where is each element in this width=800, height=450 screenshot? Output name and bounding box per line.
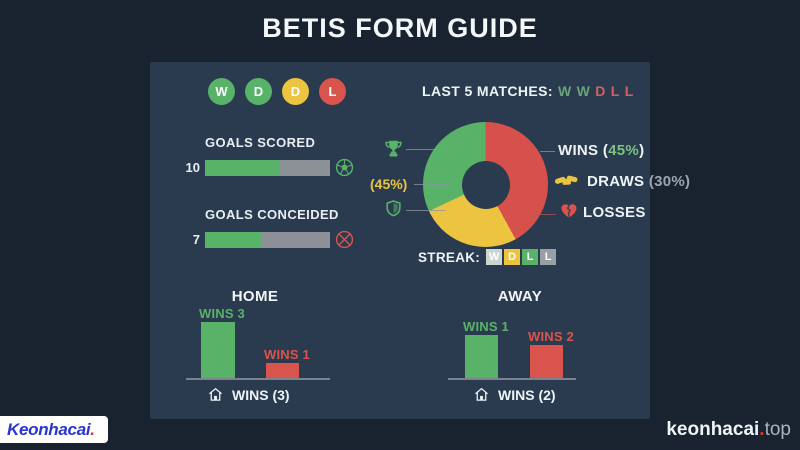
- legend-draws-label: DRAWS: [587, 173, 645, 190]
- form-badge: D: [245, 78, 272, 105]
- streak-row: STREAK: W D L L: [418, 249, 558, 265]
- callout-line: [406, 210, 446, 211]
- streak-badge: L: [522, 249, 539, 265]
- legend-draws: DRAWS (30%): [587, 173, 690, 190]
- away-chart-footer: WINS (2): [473, 386, 556, 403]
- logo-dot: .: [90, 419, 96, 439]
- form-badge: W: [208, 78, 235, 105]
- left-percent-callout: (45%): [370, 176, 408, 192]
- last5-result: L: [610, 83, 620, 99]
- logo-text: Keonhacai: [7, 419, 91, 439]
- handshake-icon: [554, 172, 581, 189]
- legend-wins-label: WINS (: [558, 142, 609, 159]
- goals-scored-bar: [205, 159, 330, 176]
- away-chart-title: AWAY: [497, 288, 543, 305]
- callout-line: [540, 151, 555, 152]
- away-losses-bar: [530, 345, 563, 379]
- site-dot: .: [759, 419, 765, 440]
- last5-result: W: [557, 83, 572, 99]
- form-badge: L: [319, 78, 346, 105]
- legend-wins-close: ): [639, 142, 645, 159]
- callout-line: [414, 184, 450, 185]
- goals-conceded-label: GOALS CONCEIDED: [205, 207, 339, 222]
- last5-result: W: [576, 83, 591, 99]
- last5-matches: LAST 5 MATCHES: W W D L L: [422, 83, 634, 99]
- legend-draws-value: (30%): [648, 173, 691, 190]
- goals-scored-label: GOALS SCORED: [205, 135, 316, 150]
- last5-result: D: [595, 83, 606, 99]
- keonhacai-logo: Keonhacai.: [0, 416, 108, 443]
- goals-conceded-value: 7: [192, 232, 200, 247]
- home-chart-baseline: [186, 378, 330, 380]
- site-watermark: keonhacai.top: [666, 419, 791, 441]
- trophy-icon: [383, 139, 404, 160]
- home-chart-title: HOME: [231, 288, 279, 305]
- page-title: BETIS FORM GUIDE: [262, 13, 538, 43]
- form-badge: D: [282, 78, 309, 105]
- legend-wins-value: 45%: [608, 142, 640, 159]
- streak-badge: W: [486, 249, 503, 265]
- legend-wins: WINS (45%): [558, 142, 644, 159]
- shield-icon: [384, 199, 403, 218]
- away-bar-label: WINS 1: [463, 319, 509, 334]
- goals-scored-bar-fill: [205, 159, 279, 176]
- site-tld: top: [764, 419, 791, 440]
- last5-result: L: [624, 83, 634, 99]
- form-badges: W D D L: [208, 78, 346, 105]
- goals-scored-value: 10: [185, 160, 200, 175]
- donut-hole: [461, 160, 510, 209]
- soccer-ball-icon: [335, 158, 354, 177]
- streak-badge: L: [540, 249, 557, 265]
- away-footer-label: WINS (2): [498, 386, 556, 403]
- home-icon: [473, 386, 490, 403]
- no-goal-icon: [335, 230, 354, 249]
- home-bar-label: WINS 3: [199, 306, 245, 321]
- legend-losses: LOSSES: [583, 204, 646, 221]
- streak-label: STREAK:: [418, 249, 481, 265]
- broken-heart-icon: [560, 202, 578, 220]
- goals-conceded-bar-fill: [205, 231, 262, 248]
- home-footer-label: WINS (3): [232, 386, 290, 403]
- away-bar-label: WINS 2: [528, 329, 574, 344]
- goals-conceded-bar: [205, 231, 330, 248]
- streak-badge: D: [504, 249, 521, 265]
- callout-line: [406, 149, 446, 150]
- away-chart-baseline: [448, 378, 576, 380]
- home-icon: [207, 386, 224, 403]
- away-wins-bar: [465, 335, 498, 379]
- home-losses-bar: [266, 363, 299, 379]
- callout-line: [534, 214, 556, 215]
- last5-label: LAST 5 MATCHES:: [422, 83, 553, 99]
- home-bar-label: WINS 1: [264, 347, 310, 362]
- site-name: keonhacai: [666, 419, 760, 440]
- legend-losses-label: LOSSES: [583, 204, 646, 221]
- home-wins-bar: [201, 322, 235, 379]
- home-chart-footer: WINS (3): [207, 386, 290, 403]
